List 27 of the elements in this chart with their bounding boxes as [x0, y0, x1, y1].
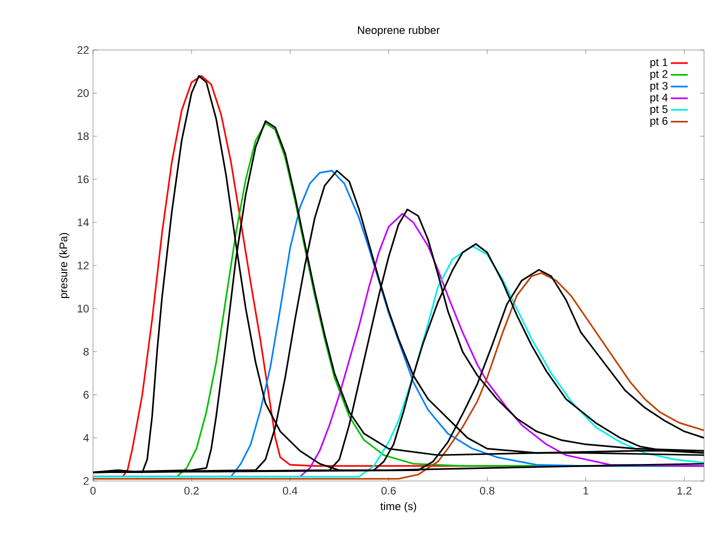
x-tick-label: 0.2	[184, 486, 199, 495]
legend-label: pt 5	[650, 105, 668, 116]
y-tick-label: 14	[78, 218, 89, 226]
legend-label: pt 1	[650, 58, 668, 68]
x-tick-label: 0	[90, 486, 96, 495]
y-tick-label: 6	[84, 390, 89, 399]
x-tick-label: 1.2	[678, 486, 692, 494]
y-tick-label: 10	[78, 304, 89, 312]
y-tick-label: 2	[84, 477, 89, 485]
legend-label: pt 2	[650, 70, 668, 80]
legend-label: pt 6	[650, 117, 668, 127]
y-tick-label: 18	[78, 132, 89, 140]
x-tick-label: 0.6	[381, 486, 396, 495]
y-tick-label: 20	[78, 89, 89, 97]
y-tick-label: 16	[78, 175, 89, 184]
y-tick-label: 12	[78, 262, 89, 270]
y-tick-label: 8	[84, 348, 89, 356]
x-tick-label: 0.4	[282, 486, 298, 495]
chart-title: Neoprene rubber	[358, 26, 440, 36]
y-tick-label: 4	[83, 434, 89, 442]
legend-label: pt 3	[650, 82, 668, 92]
legend-label: pt 4	[650, 94, 668, 104]
x-tick-label: 1	[584, 486, 588, 494]
y-tick-label: 22	[78, 46, 89, 54]
y-axis-title: presure (kPa)	[59, 232, 70, 298]
x-tick-label: 0.8	[480, 486, 494, 495]
x-axis-title: time (s)	[380, 502, 416, 512]
